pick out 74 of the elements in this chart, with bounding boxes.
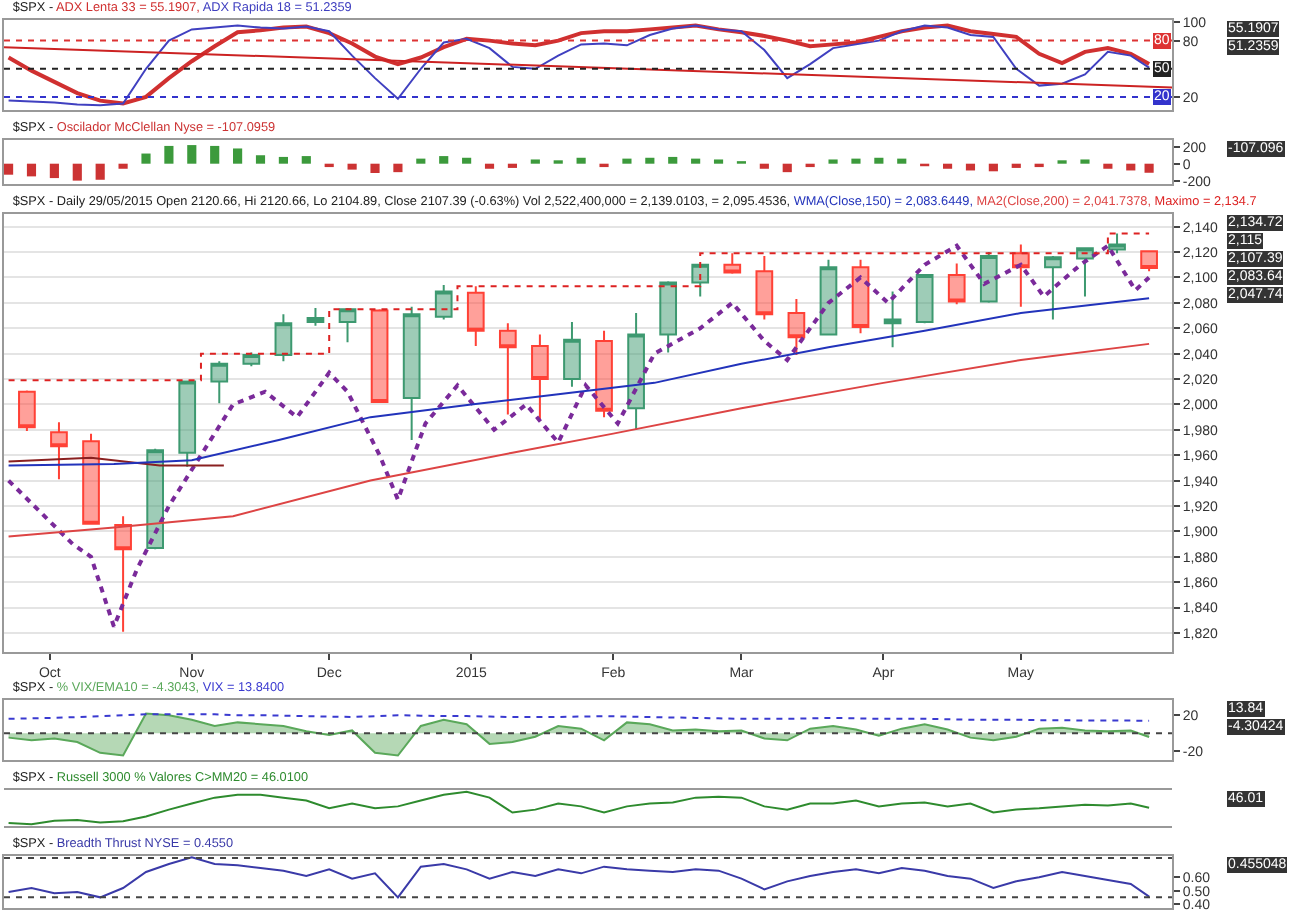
bar: [462, 157, 472, 164]
candlestick: [306, 306, 325, 327]
bar: [576, 157, 586, 164]
bar: [26, 163, 37, 177]
line-series: [7, 342, 1151, 538]
candlestick: [210, 360, 229, 405]
bar: [141, 153, 151, 164]
candlestick: [915, 273, 934, 325]
candlestick: [466, 285, 485, 348]
bar: [370, 163, 380, 173]
bar: [393, 163, 403, 173]
candlestick: [787, 298, 806, 356]
bar: [1144, 163, 1154, 173]
candlestick: [723, 252, 742, 275]
bar: [187, 145, 197, 164]
candlestick: [531, 333, 549, 421]
candlestick: [627, 312, 645, 431]
candlestick: [1140, 250, 1158, 273]
bar: [72, 163, 82, 181]
candlestick: [274, 313, 293, 363]
candlestick: [819, 258, 838, 336]
candlestick: [498, 322, 517, 416]
bar: [233, 148, 243, 164]
bar: [484, 163, 495, 169]
candlestick: [338, 308, 357, 344]
bar: [691, 158, 701, 164]
bar: [301, 156, 311, 164]
bar: [759, 163, 769, 169]
candlestick: [563, 320, 581, 388]
candlestick: [947, 262, 966, 306]
bar: [782, 163, 792, 173]
candlestick: [370, 308, 389, 403]
bar: [1103, 163, 1113, 169]
bar: [347, 163, 357, 170]
candlestick: [691, 263, 710, 298]
bar: [988, 163, 998, 172]
candlestick: [755, 254, 774, 321]
candlestick: [1076, 247, 1094, 298]
bar: [278, 156, 288, 164]
bar: [210, 145, 220, 164]
bar: [851, 158, 861, 164]
bar: [622, 158, 632, 164]
candlestick: [883, 290, 902, 349]
bar: [49, 163, 59, 179]
candlestick: [146, 447, 164, 551]
candlestick: [82, 432, 100, 525]
line-series: [7, 297, 1151, 467]
bar: [645, 157, 655, 164]
candlestick: [114, 515, 132, 633]
bar: [416, 158, 426, 164]
bar: [118, 163, 128, 169]
candlestick: [242, 351, 261, 368]
candlestick: [595, 329, 613, 419]
bar: [942, 163, 953, 169]
candlestick: [434, 284, 453, 321]
candlestick: [1108, 232, 1126, 255]
candlestick: [402, 305, 421, 441]
bar: [874, 157, 884, 164]
bar: [668, 156, 678, 164]
bar: [95, 163, 105, 180]
bar: [255, 155, 266, 164]
bar: [4, 163, 14, 175]
line-series: [6, 243, 1152, 629]
candlestick: [178, 380, 197, 468]
candlestick: [979, 251, 998, 304]
bar: [164, 145, 174, 164]
candlestick: [18, 389, 36, 433]
line-series: [7, 856, 1151, 899]
bar: [439, 156, 449, 164]
bar: [897, 158, 907, 164]
candlestick: [1044, 254, 1062, 321]
candlestick: [851, 258, 870, 335]
candlestick: [659, 280, 678, 354]
candlestick: [50, 421, 68, 481]
